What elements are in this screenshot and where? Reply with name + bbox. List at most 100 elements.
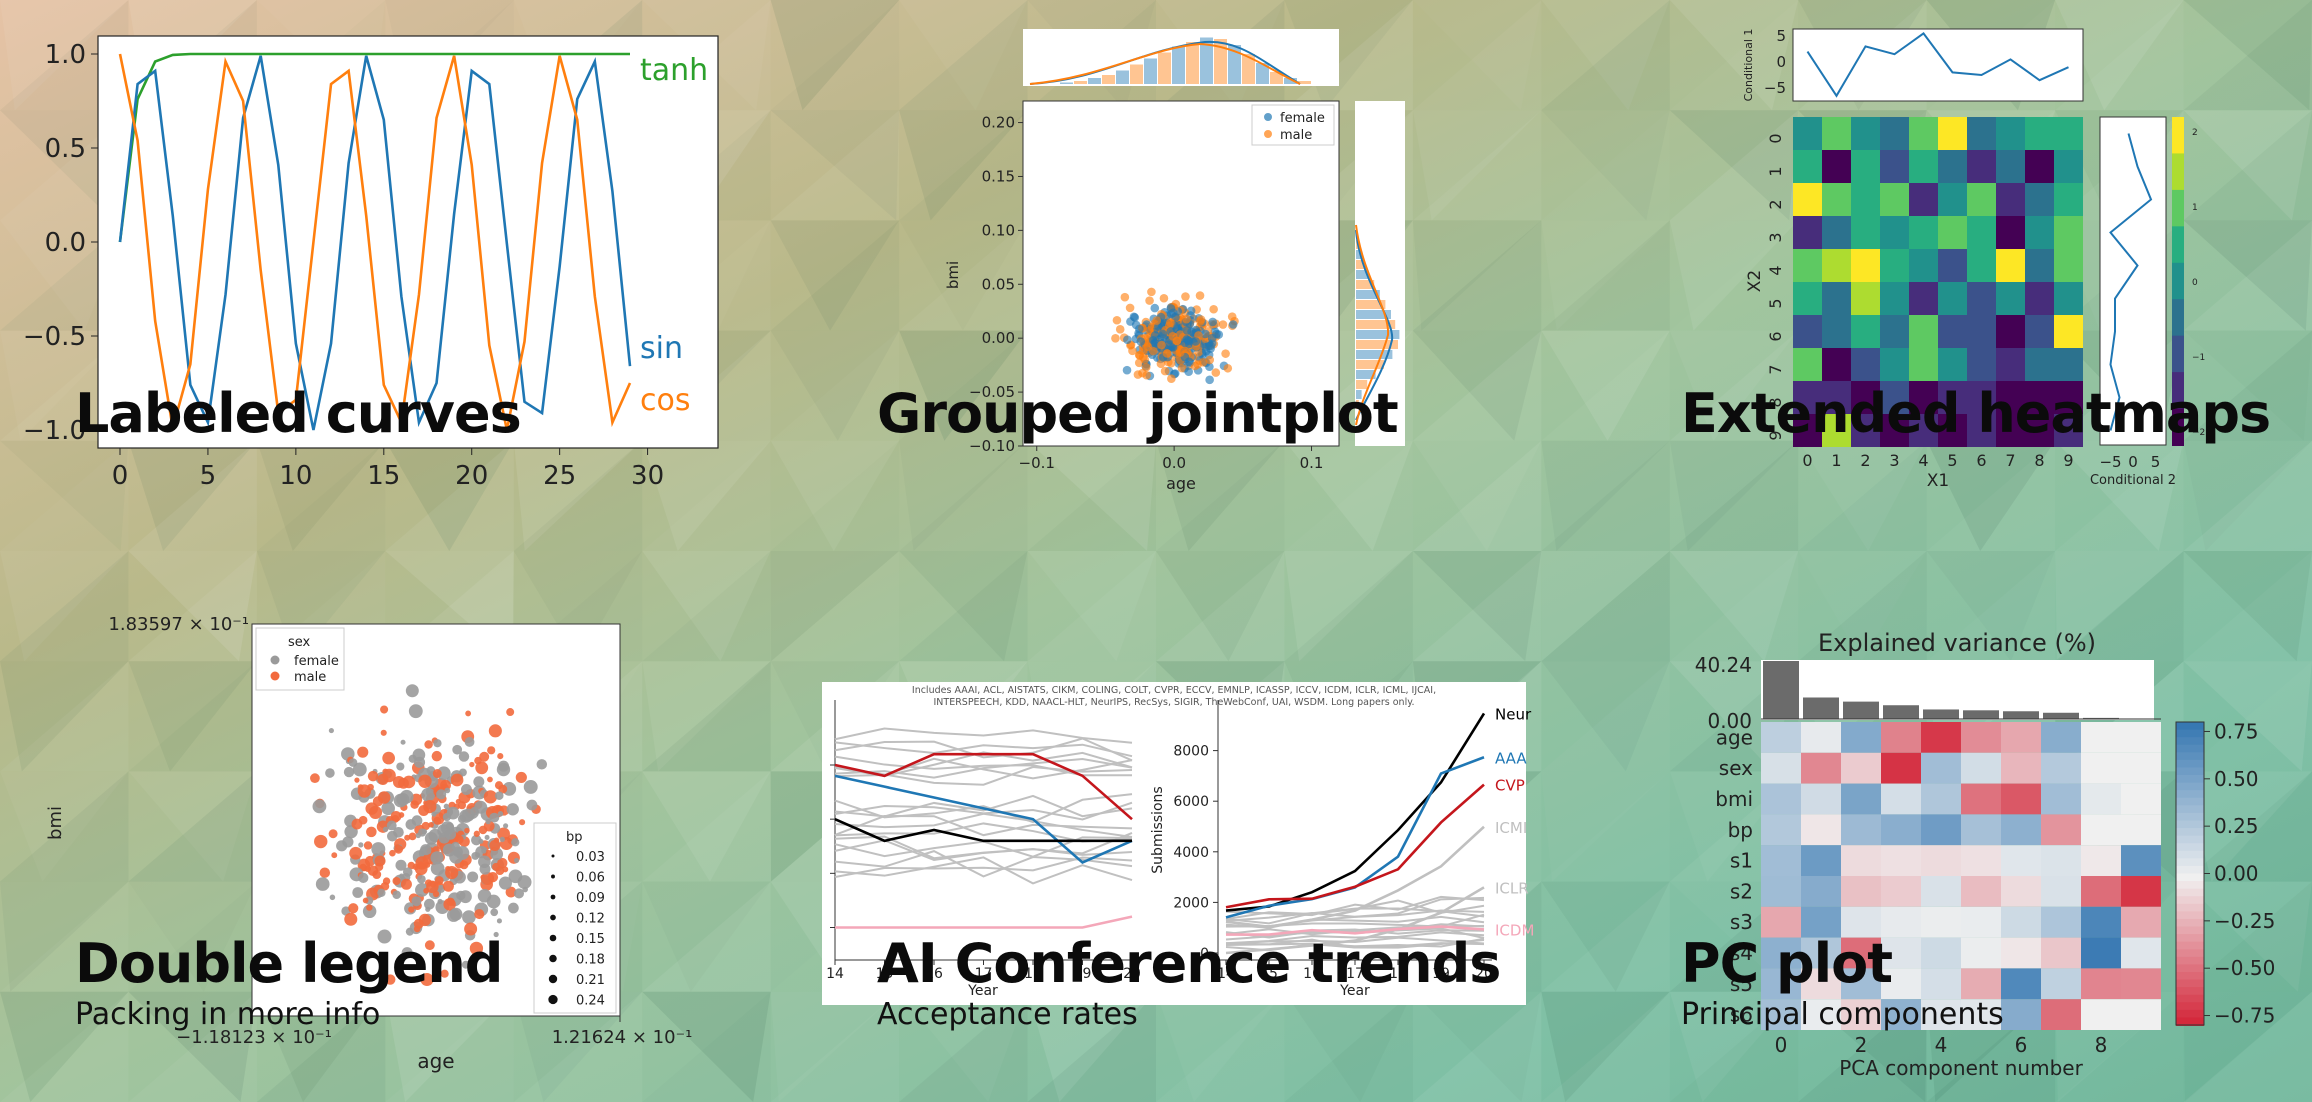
data-point (517, 875, 532, 890)
marginal-bar (1200, 37, 1213, 84)
heatmap-cell (1841, 968, 1881, 1000)
density-curve-male (1355, 224, 1390, 426)
data-point (1195, 291, 1205, 300)
background-facet (1541, 0, 1670, 111)
series-line-ICLR (1225, 886, 1485, 955)
row-label: sex (1719, 756, 1753, 780)
background-facet (1412, 220, 1542, 331)
series-line-sin (118, 55, 632, 431)
data-point (1218, 320, 1228, 329)
data-point (1150, 303, 1160, 313)
data-point (475, 761, 489, 775)
x-tick-label: 20 (1475, 966, 1493, 982)
heatmap-cell (1938, 216, 1967, 249)
heatmap-cell (2025, 381, 2054, 414)
legend-size-marker (549, 934, 557, 942)
heatmap-cell (2121, 722, 2161, 753)
heatmap-cell (1921, 906, 1961, 938)
background-facet (0, 771, 129, 882)
heatmap-cell (2081, 968, 2121, 1000)
data-point (366, 904, 373, 911)
heatmap-cell (1967, 249, 1996, 282)
heatmap-cell (1881, 783, 1921, 815)
background-facet (385, 991, 514, 1102)
x-tick-label: 20 (1123, 966, 1141, 982)
colorbar-segment (2176, 865, 2204, 875)
background-facet (1669, 551, 1799, 662)
background-facet (128, 991, 257, 1102)
heatmap-cell (2081, 845, 2121, 876)
background-facet (128, 771, 257, 882)
heatmap-cell (1996, 216, 2025, 249)
colorbar-segment (2176, 843, 2204, 852)
x-axis-label: Year (967, 983, 998, 999)
data-point (502, 866, 509, 873)
colorbar-segment (2176, 964, 2204, 973)
tile-subtitle-pc-plot: Principal components (1681, 997, 2004, 1032)
data-point (437, 898, 443, 905)
grey-series-line (834, 856, 1133, 885)
heatmap-cell (2054, 117, 2083, 150)
heatmap-cell (1851, 117, 1880, 150)
data-point (536, 759, 548, 770)
data-point (1175, 348, 1185, 357)
marginal-bar (1102, 75, 1115, 84)
data-point (400, 739, 406, 745)
data-point (450, 773, 464, 787)
background-facet (385, 440, 514, 551)
data-point (464, 737, 475, 747)
colorbar-segment (2172, 262, 2184, 301)
background-facet (770, 991, 900, 1102)
data-point (469, 761, 475, 768)
data-point (461, 960, 470, 969)
heatmap-cell (2041, 876, 2081, 907)
series-label-ICDM: ICDM (1495, 921, 1534, 939)
heatmap-cell (1822, 348, 1851, 381)
curve-label-tanh: tanh (640, 53, 708, 88)
data-point (479, 751, 490, 762)
variance-bar (1843, 701, 1879, 719)
x-tick-label: 17 (1346, 966, 1364, 982)
data-point (312, 799, 327, 814)
heatmap-cell (2121, 814, 2161, 846)
data-point (348, 903, 359, 914)
marginal-bar (1088, 78, 1101, 84)
background-facet (1541, 440, 1670, 551)
marginal-bar (1356, 360, 1384, 369)
heatmap-cell (2121, 845, 2161, 876)
colorbar-tick-label: 0.75 (2214, 719, 2259, 743)
data-point (424, 832, 438, 845)
x-tick-label: 20 (455, 461, 488, 491)
data-point (474, 800, 488, 814)
background-facet (1412, 0, 1542, 111)
heatmap-cell (1967, 381, 1996, 414)
background-facet (256, 991, 386, 1102)
heatmap-cell (1967, 282, 1996, 315)
background-facet (770, 551, 900, 662)
colorbar-tick-label: −0.75 (2214, 1004, 2275, 1028)
background-facet (1541, 551, 1670, 662)
row-label: age (1716, 725, 1753, 749)
plot-frame (251, 623, 621, 1017)
marginal-bar (1074, 81, 1087, 84)
background-facet (385, 440, 514, 551)
background-facet (1541, 440, 1670, 551)
heatmap-cell (1801, 937, 1841, 969)
background-facet (642, 991, 771, 1102)
background-facet (1669, 440, 1799, 551)
legend-size-label: 0.03 (576, 850, 605, 865)
colorbar-segment (2176, 790, 2204, 799)
marginal-bar (1356, 280, 1375, 289)
heatmap-cell (1851, 315, 1880, 348)
x-axis-label: age (1166, 474, 1196, 493)
colorbar-segment (2172, 117, 2184, 155)
tile-title-pc-plot: PC plot (1681, 932, 1893, 995)
x-tick-label: 19 (1432, 966, 1450, 982)
heatmap-cell (2041, 999, 2081, 1030)
data-point (1208, 317, 1217, 327)
heatmap-cell (2001, 937, 2041, 969)
heatmap-cell (1961, 752, 2001, 784)
background-facet (1027, 991, 1156, 1102)
data-point (1120, 292, 1130, 302)
data-point (505, 886, 517, 898)
